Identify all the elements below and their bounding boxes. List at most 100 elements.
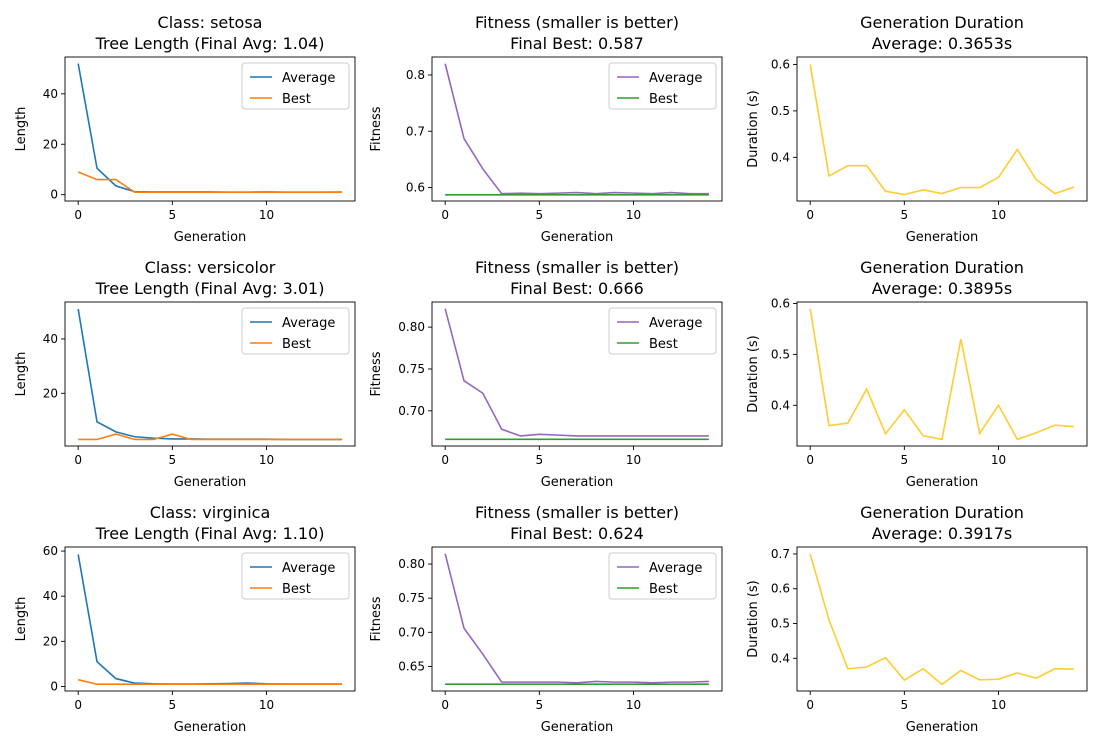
y-tick-label: 0.70 xyxy=(398,625,425,639)
x-tick-label: 5 xyxy=(536,453,544,467)
subplot-title: Class: setosa xyxy=(158,13,263,32)
legend-label-average: Average xyxy=(282,71,335,86)
series-line-average xyxy=(444,308,709,437)
y-tick-label: 0.6 xyxy=(406,181,425,195)
y-tick-label: 0.7 xyxy=(771,547,790,561)
subplot-title: Final Best: 0.666 xyxy=(510,279,644,298)
series-line-best xyxy=(77,678,342,686)
y-tick-label: 0.5 xyxy=(771,617,790,631)
y-tick-label: 0.8 xyxy=(406,68,425,82)
subplot-title: Final Best: 0.624 xyxy=(510,524,644,543)
y-axis-label: Duration (s) xyxy=(746,335,761,413)
x-tick-label: 5 xyxy=(901,208,909,222)
y-tick-label: 0.4 xyxy=(771,651,790,665)
series-line-average xyxy=(444,63,709,195)
x-tick-label: 0 xyxy=(74,208,82,222)
x-axis-label: Generation xyxy=(174,720,247,735)
y-axis-label: Length xyxy=(14,107,29,152)
series-line-duration xyxy=(809,308,1074,441)
y-tick-label: 0.4 xyxy=(771,398,790,412)
y-tick-label: 0.70 xyxy=(398,404,425,418)
legend: Average Best xyxy=(241,307,350,355)
x-tick-label: 5 xyxy=(169,698,177,712)
subplot-1: Class: setosa Tree Length (Final Avg: 1.0… xyxy=(14,13,356,245)
x-tick-label: 10 xyxy=(626,453,641,467)
axes-frame xyxy=(431,56,723,202)
subplot-title: Generation Duration xyxy=(860,258,1024,277)
y-tick-label: 40 xyxy=(43,87,58,101)
y-axis-label: Fitness xyxy=(369,351,384,396)
y-axis-label: Length xyxy=(14,352,29,397)
x-tick-label: 0 xyxy=(806,208,814,222)
subplot-title: Fitness (smaller is better) xyxy=(475,503,679,522)
y-tick-label: 20 xyxy=(43,137,58,151)
subplot-9: Generation Duration Average: 0.3917s 0 5 10 0… xyxy=(746,503,1088,735)
x-tick-label: 5 xyxy=(536,698,544,712)
y-tick-label: 0.7 xyxy=(406,124,425,138)
x-axis-label: Generation xyxy=(541,720,614,735)
axes-frame xyxy=(796,546,1088,692)
y-axis-label: Fitness xyxy=(369,596,384,641)
subplot-7: Class: virginica Tree Length (Final Avg: … xyxy=(14,503,356,735)
legend-label-average: Average xyxy=(649,316,702,331)
subplot-title: Fitness (smaller is better) xyxy=(475,13,679,32)
x-tick-label: 10 xyxy=(626,208,641,222)
x-tick-label: 0 xyxy=(74,453,82,467)
legend: Average Best xyxy=(608,307,717,355)
y-tick-label: 0 xyxy=(50,188,58,202)
subplot-title: Tree Length (Final Avg: 1.04) xyxy=(95,34,325,53)
subplot-8: Fitness (smaller is better) Final Best: 0… xyxy=(369,503,723,735)
axes-frame xyxy=(431,301,723,447)
axes-frame xyxy=(64,56,356,202)
x-tick-label: 10 xyxy=(991,208,1006,222)
subplot-title: Average: 0.3895s xyxy=(872,279,1013,298)
subplot-6: Generation Duration Average: 0.3895s 0 5 10 0… xyxy=(746,258,1088,490)
x-axis-label: Generation xyxy=(174,230,247,245)
x-tick-label: 10 xyxy=(991,698,1006,712)
series-line-best xyxy=(78,433,342,441)
y-axis-label: Length xyxy=(14,597,29,642)
legend-label-average: Average xyxy=(649,561,702,576)
legend-label-best: Best xyxy=(282,337,311,352)
subplot-title: Average: 0.3653s xyxy=(872,34,1013,53)
y-tick-label: 0.5 xyxy=(771,104,790,118)
y-tick-label: 0.65 xyxy=(398,659,425,673)
y-tick-label: 40 xyxy=(43,589,58,603)
subplot-title: Final Best: 0.587 xyxy=(510,34,644,53)
subplot-3: Generation Duration Average: 0.3653s 0 5 10 0… xyxy=(746,13,1088,245)
legend-label-average: Average xyxy=(649,71,702,86)
y-tick-label: 0.80 xyxy=(398,557,425,571)
x-tick-label: 0 xyxy=(441,698,449,712)
x-tick-label: 5 xyxy=(901,453,909,467)
x-tick-label: 10 xyxy=(259,208,274,222)
x-tick-label: 5 xyxy=(536,208,544,222)
y-tick-label: 0.5 xyxy=(771,347,790,361)
legend: Average Best xyxy=(241,552,350,600)
legend-label-best: Best xyxy=(282,92,311,107)
subplot-title: Class: versicolor xyxy=(145,258,276,277)
legend: Average Best xyxy=(241,62,350,110)
axes-frame xyxy=(64,301,356,447)
legend-label-average: Average xyxy=(282,316,335,331)
x-axis-label: Generation xyxy=(906,475,979,490)
x-tick-label: 5 xyxy=(901,698,909,712)
x-tick-label: 10 xyxy=(259,698,274,712)
x-axis-label: Generation xyxy=(541,475,614,490)
axes-frame xyxy=(796,56,1088,202)
legend: Average Best xyxy=(608,552,717,600)
subplot-title: Tree Length (Final Avg: 3.01) xyxy=(95,279,325,298)
series-line-duration xyxy=(809,553,1074,686)
y-tick-label: 0.6 xyxy=(771,582,790,596)
axes-frame xyxy=(64,546,356,692)
legend-label-best: Best xyxy=(649,337,678,352)
y-tick-label: 0.6 xyxy=(771,297,790,311)
series-line-duration xyxy=(809,64,1075,196)
series-line-average xyxy=(444,553,709,684)
x-tick-label: 0 xyxy=(74,698,82,712)
subplot-5: Fitness (smaller is better) Final Best: 0… xyxy=(369,258,723,490)
subplot-title: Fitness (smaller is better) xyxy=(475,258,679,277)
legend: Average Best xyxy=(608,62,717,110)
legend-label-best: Best xyxy=(649,92,678,107)
y-tick-label: 0.6 xyxy=(771,57,790,71)
